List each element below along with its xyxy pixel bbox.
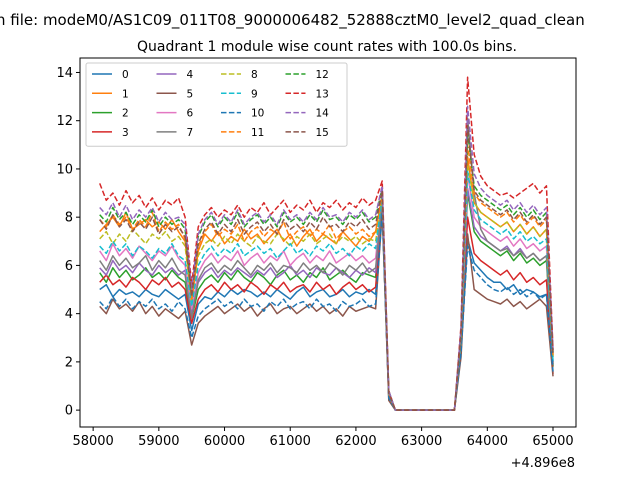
legend-label-13: 13 [316, 88, 329, 100]
legend-label-10: 10 [251, 108, 264, 120]
series-line-6 [99, 173, 554, 411]
legend-label-5: 5 [187, 88, 194, 100]
y-tick-label: 8 [65, 211, 73, 226]
legend-label-12: 12 [316, 69, 329, 81]
series-line-14 [99, 105, 554, 411]
legend-label-1: 1 [122, 88, 129, 100]
y-tick-label: 4 [65, 307, 73, 322]
series-line-11 [99, 144, 554, 411]
legend-box [85, 62, 348, 147]
legend-label-15: 15 [316, 127, 329, 139]
legend-label-7: 7 [187, 127, 194, 139]
y-tick-label: 6 [65, 259, 73, 274]
x-offset-label: +4.896e8 [511, 456, 575, 471]
legend-label-2: 2 [122, 108, 129, 120]
x-tick-label: 61000 [270, 434, 311, 449]
series-line-8 [99, 163, 554, 411]
series-line-1 [99, 156, 554, 411]
series-line-13 [99, 76, 554, 411]
y-tick-label: 10 [56, 162, 73, 177]
legend-label-0: 0 [122, 69, 129, 81]
x-tick-label: 59000 [138, 434, 179, 449]
x-tick-label: 63000 [401, 434, 442, 449]
y-axis: 0 2 4 6 8 10 12 14 [56, 66, 80, 419]
x-tick-label: 60000 [204, 434, 245, 449]
y-tick-label: 2 [65, 355, 73, 370]
figure-suptitle: n file: modeM0/AS1C09_011T08_9000006482_… [0, 11, 585, 30]
x-tick-label: 64000 [467, 434, 508, 449]
series-line-0 [99, 209, 554, 411]
chart-title: Quadrant 1 module wise count rates with … [137, 39, 517, 55]
legend-label-8: 8 [251, 69, 258, 81]
legend-label-14: 14 [316, 108, 330, 120]
series-line-15 [99, 124, 554, 411]
x-tick-label: 65000 [532, 434, 573, 449]
series-line-4 [99, 187, 554, 411]
legend-label-3: 3 [122, 127, 129, 139]
x-tick-label: 58000 [72, 434, 113, 449]
x-tick-label: 62000 [335, 434, 376, 449]
series-line-3 [99, 204, 554, 411]
legend-label-6: 6 [187, 108, 194, 120]
plot-frame [79, 57, 577, 428]
series-line-10 [99, 211, 554, 411]
y-tick-label: 0 [65, 404, 73, 419]
series-line-9 [99, 170, 554, 411]
legend-label-11: 11 [251, 127, 264, 139]
legend-label-9: 9 [251, 88, 258, 100]
series-lines [99, 76, 554, 411]
x-axis: 58000 59000 60000 61000 62000 63000 64000 65000 [72, 427, 574, 449]
series-line-5 [99, 211, 554, 411]
y-tick-label: 14 [56, 66, 73, 81]
series-line-12 [99, 132, 554, 411]
legend-label-4: 4 [187, 69, 194, 81]
y-tick-label: 12 [56, 114, 73, 129]
series-line-7 [99, 117, 554, 411]
